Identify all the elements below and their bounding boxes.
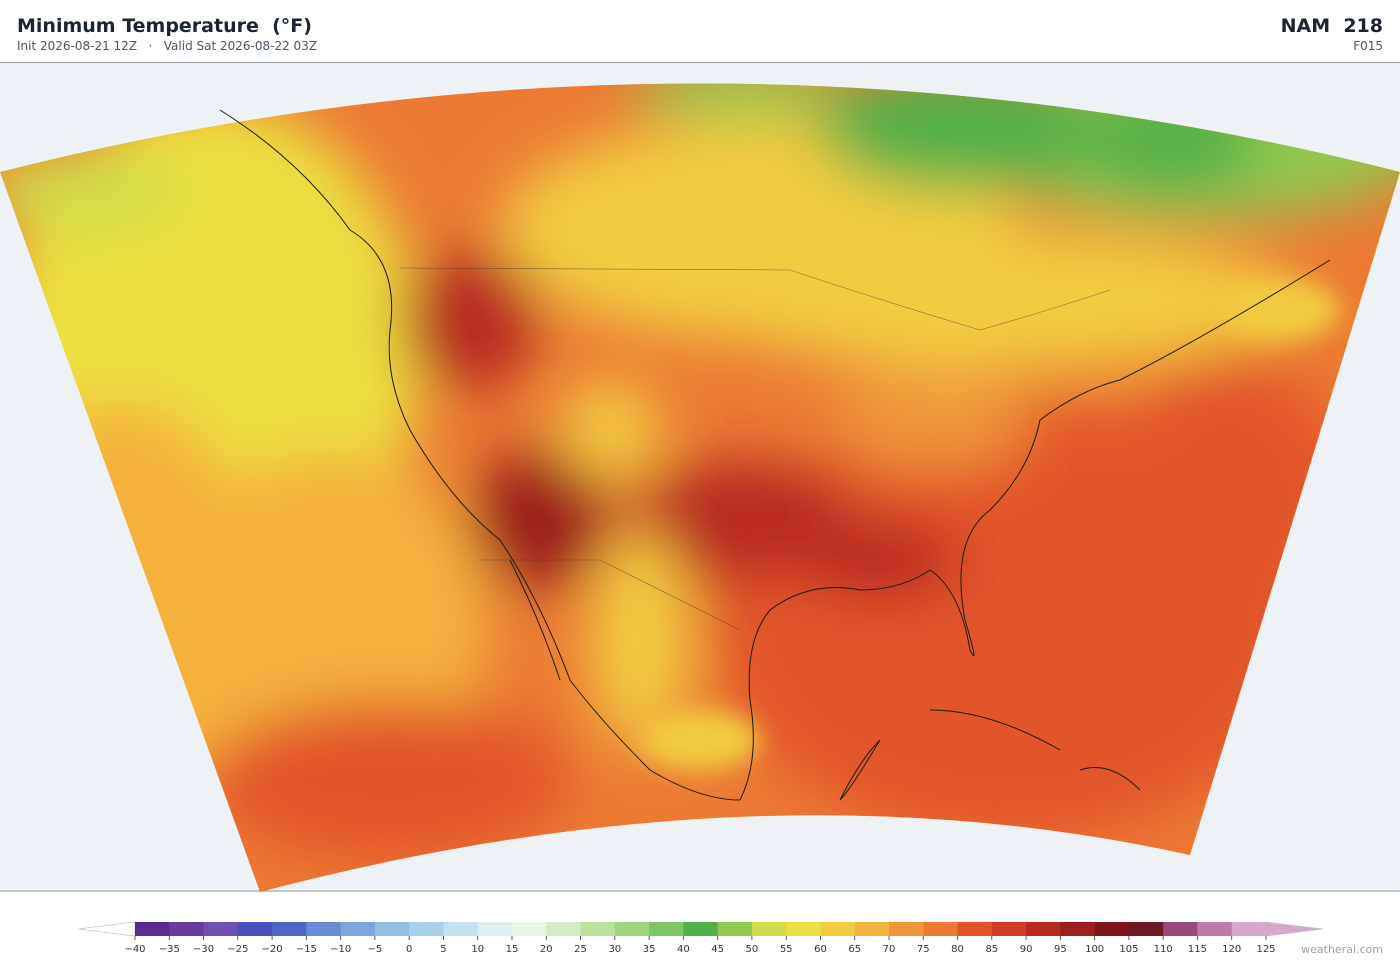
tick-label: 5 [440,944,446,955]
tick-label: 60 [814,944,827,955]
colorbar-segment [683,922,719,936]
colorbar-segment [237,922,273,936]
tick-label: 20 [540,944,553,955]
colorbar-segment [306,922,342,936]
colorbar-over [1265,921,1324,937]
tick-label: 0 [406,944,412,955]
tick-label: −10 [330,944,351,955]
temperature-field [0,83,1400,892]
colorbar-segment [1163,922,1198,936]
coastlines [219,109,1331,801]
tick-label: 35 [643,944,656,955]
colorbar-segment [649,922,684,936]
watermark: weatherai.com [1301,943,1383,956]
tick-label: 80 [951,944,964,955]
colorbar-segment [854,922,890,936]
colorbar-segment [889,922,924,936]
colorbar-segment [409,922,444,936]
map-title: Minimum Temperature (°F) [17,15,312,37]
forecast-hour: F015 [1353,39,1383,53]
tick-label: −30 [193,944,214,955]
colorbar-segment [135,922,170,936]
tick-label: 90 [1020,944,1033,955]
tick-label: 15 [506,944,519,955]
tick-label: 45 [711,944,724,955]
tick-label: 110 [1154,944,1173,955]
tick-label: 70 [883,944,896,955]
colorbar-segment [786,922,821,936]
map [0,62,1400,892]
colorbar-segment [340,922,376,936]
tick-label: 115 [1188,944,1207,955]
tick-label: −35 [159,944,180,955]
colorbar-segment [991,922,1027,936]
init-time: Init 2026-08-21 12Z [17,39,138,53]
colorbar-segment [820,922,856,936]
tick-label: −15 [296,944,317,955]
valid-time: Valid Sat 2026-08-22 03Z [163,39,318,53]
tick-label: 95 [1054,944,1067,955]
colorbar-segment [374,922,410,936]
colorbar-segment [923,922,958,936]
colorbar-segment [443,922,479,936]
colorbar-segment [1026,922,1061,936]
colorbar-under [77,921,136,937]
borders [399,267,1111,631]
model-name: NAM 218 [1280,15,1383,37]
colorbar-segment [1094,922,1130,936]
colorbar-segment [169,922,204,936]
subtitle: Init 2026-08-21 12Z · Valid Sat 2026-08-… [17,39,317,53]
tick-label: 125 [1256,944,1275,955]
separator: · [148,39,153,53]
tick-label: −5 [368,944,383,955]
colorbar-segment [614,922,650,936]
tick-label: 40 [677,944,690,955]
colorbar-segment [717,922,753,936]
tick-label: 105 [1119,944,1138,955]
tick-label: 100 [1085,944,1104,955]
tick-label: 25 [574,944,587,955]
colorbar-segment [751,922,787,936]
colorbar: −40 −35 −30 −25 −20 −15 −10 −5 0 5 10 15 20 25 30 35 40 4… [77,921,1324,955]
colorbar-segment [546,922,581,936]
colorbar-segment [203,922,239,936]
tick-label: 65 [848,944,861,955]
tick-label: 120 [1222,944,1241,955]
tick-label: 75 [917,944,930,955]
tick-label: 10 [471,944,484,955]
tick-label: −25 [227,944,248,955]
tick-label: −40 [124,944,145,955]
colorbar-segment [512,922,547,936]
tick-label: 85 [985,944,998,955]
colorbar-segment [272,922,307,936]
colorbar-segment [957,922,993,936]
colorbar-segment [1060,922,1096,936]
tick-label: 55 [780,944,793,955]
colorbar-segment [1231,922,1267,936]
colorbar-segment [1197,922,1233,936]
tick-label: −20 [262,944,283,955]
colorbar-segment [477,922,513,936]
colorbar-segment [1128,922,1164,936]
colorbar-segment [580,922,616,936]
tick-label: 30 [608,944,621,955]
tick-label: 50 [746,944,759,955]
